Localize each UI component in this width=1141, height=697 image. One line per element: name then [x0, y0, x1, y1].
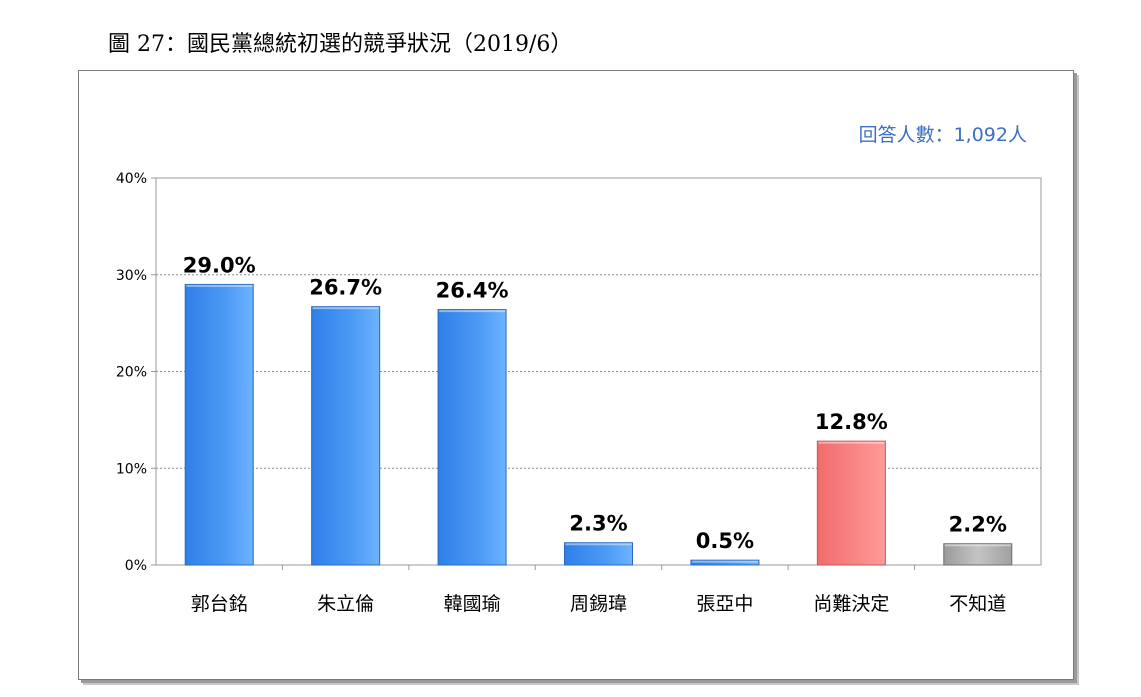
- y-tick-label: 40%: [116, 171, 147, 187]
- bar: [311, 306, 381, 566]
- bar: [437, 309, 507, 566]
- y-tick-label: 20%: [116, 365, 147, 381]
- data-label: 0.5%: [696, 529, 754, 553]
- category-label: 周錫瑋: [570, 593, 627, 615]
- bar: [690, 559, 760, 566]
- bar: [564, 542, 633, 566]
- bar: [943, 543, 1013, 566]
- category-label: 不知道: [949, 593, 1006, 615]
- data-label: 26.7%: [309, 276, 382, 300]
- data-label: 29.0%: [183, 253, 256, 277]
- category-label: 朱立倫: [317, 593, 374, 615]
- respondents-count: 回答人數：1,092人: [858, 124, 1027, 146]
- category-label: 韓國瑜: [444, 593, 501, 615]
- data-label: 2.2%: [949, 513, 1007, 537]
- chart-frame: 回答人數：1,092人 0% 10% 20% 30% 40% 29.0% 郭台銘 26.7% 朱…: [78, 70, 1074, 680]
- data-label: 2.3%: [569, 512, 627, 536]
- category-label: 尚難決定: [813, 593, 889, 615]
- data-label: 26.4%: [436, 279, 509, 303]
- category-label: 張亞中: [696, 593, 753, 615]
- category-label: 郭台銘: [191, 593, 248, 615]
- y-tick-label: 30%: [116, 268, 147, 284]
- y-tick-label: 0%: [125, 558, 147, 574]
- bar-chart: 0% 10% 20% 30% 40% 29.0% 郭台銘 26.7% 朱立倫 26.4% 韓國瑜 2.…: [116, 171, 1042, 615]
- figure-title: 圖 27：國民黨總統初選的競爭狀況（2019/6）: [108, 32, 573, 57]
- bar: [816, 440, 886, 566]
- bar: [184, 283, 254, 566]
- data-label: 12.8%: [815, 410, 888, 434]
- y-tick-label: 10%: [116, 461, 147, 477]
